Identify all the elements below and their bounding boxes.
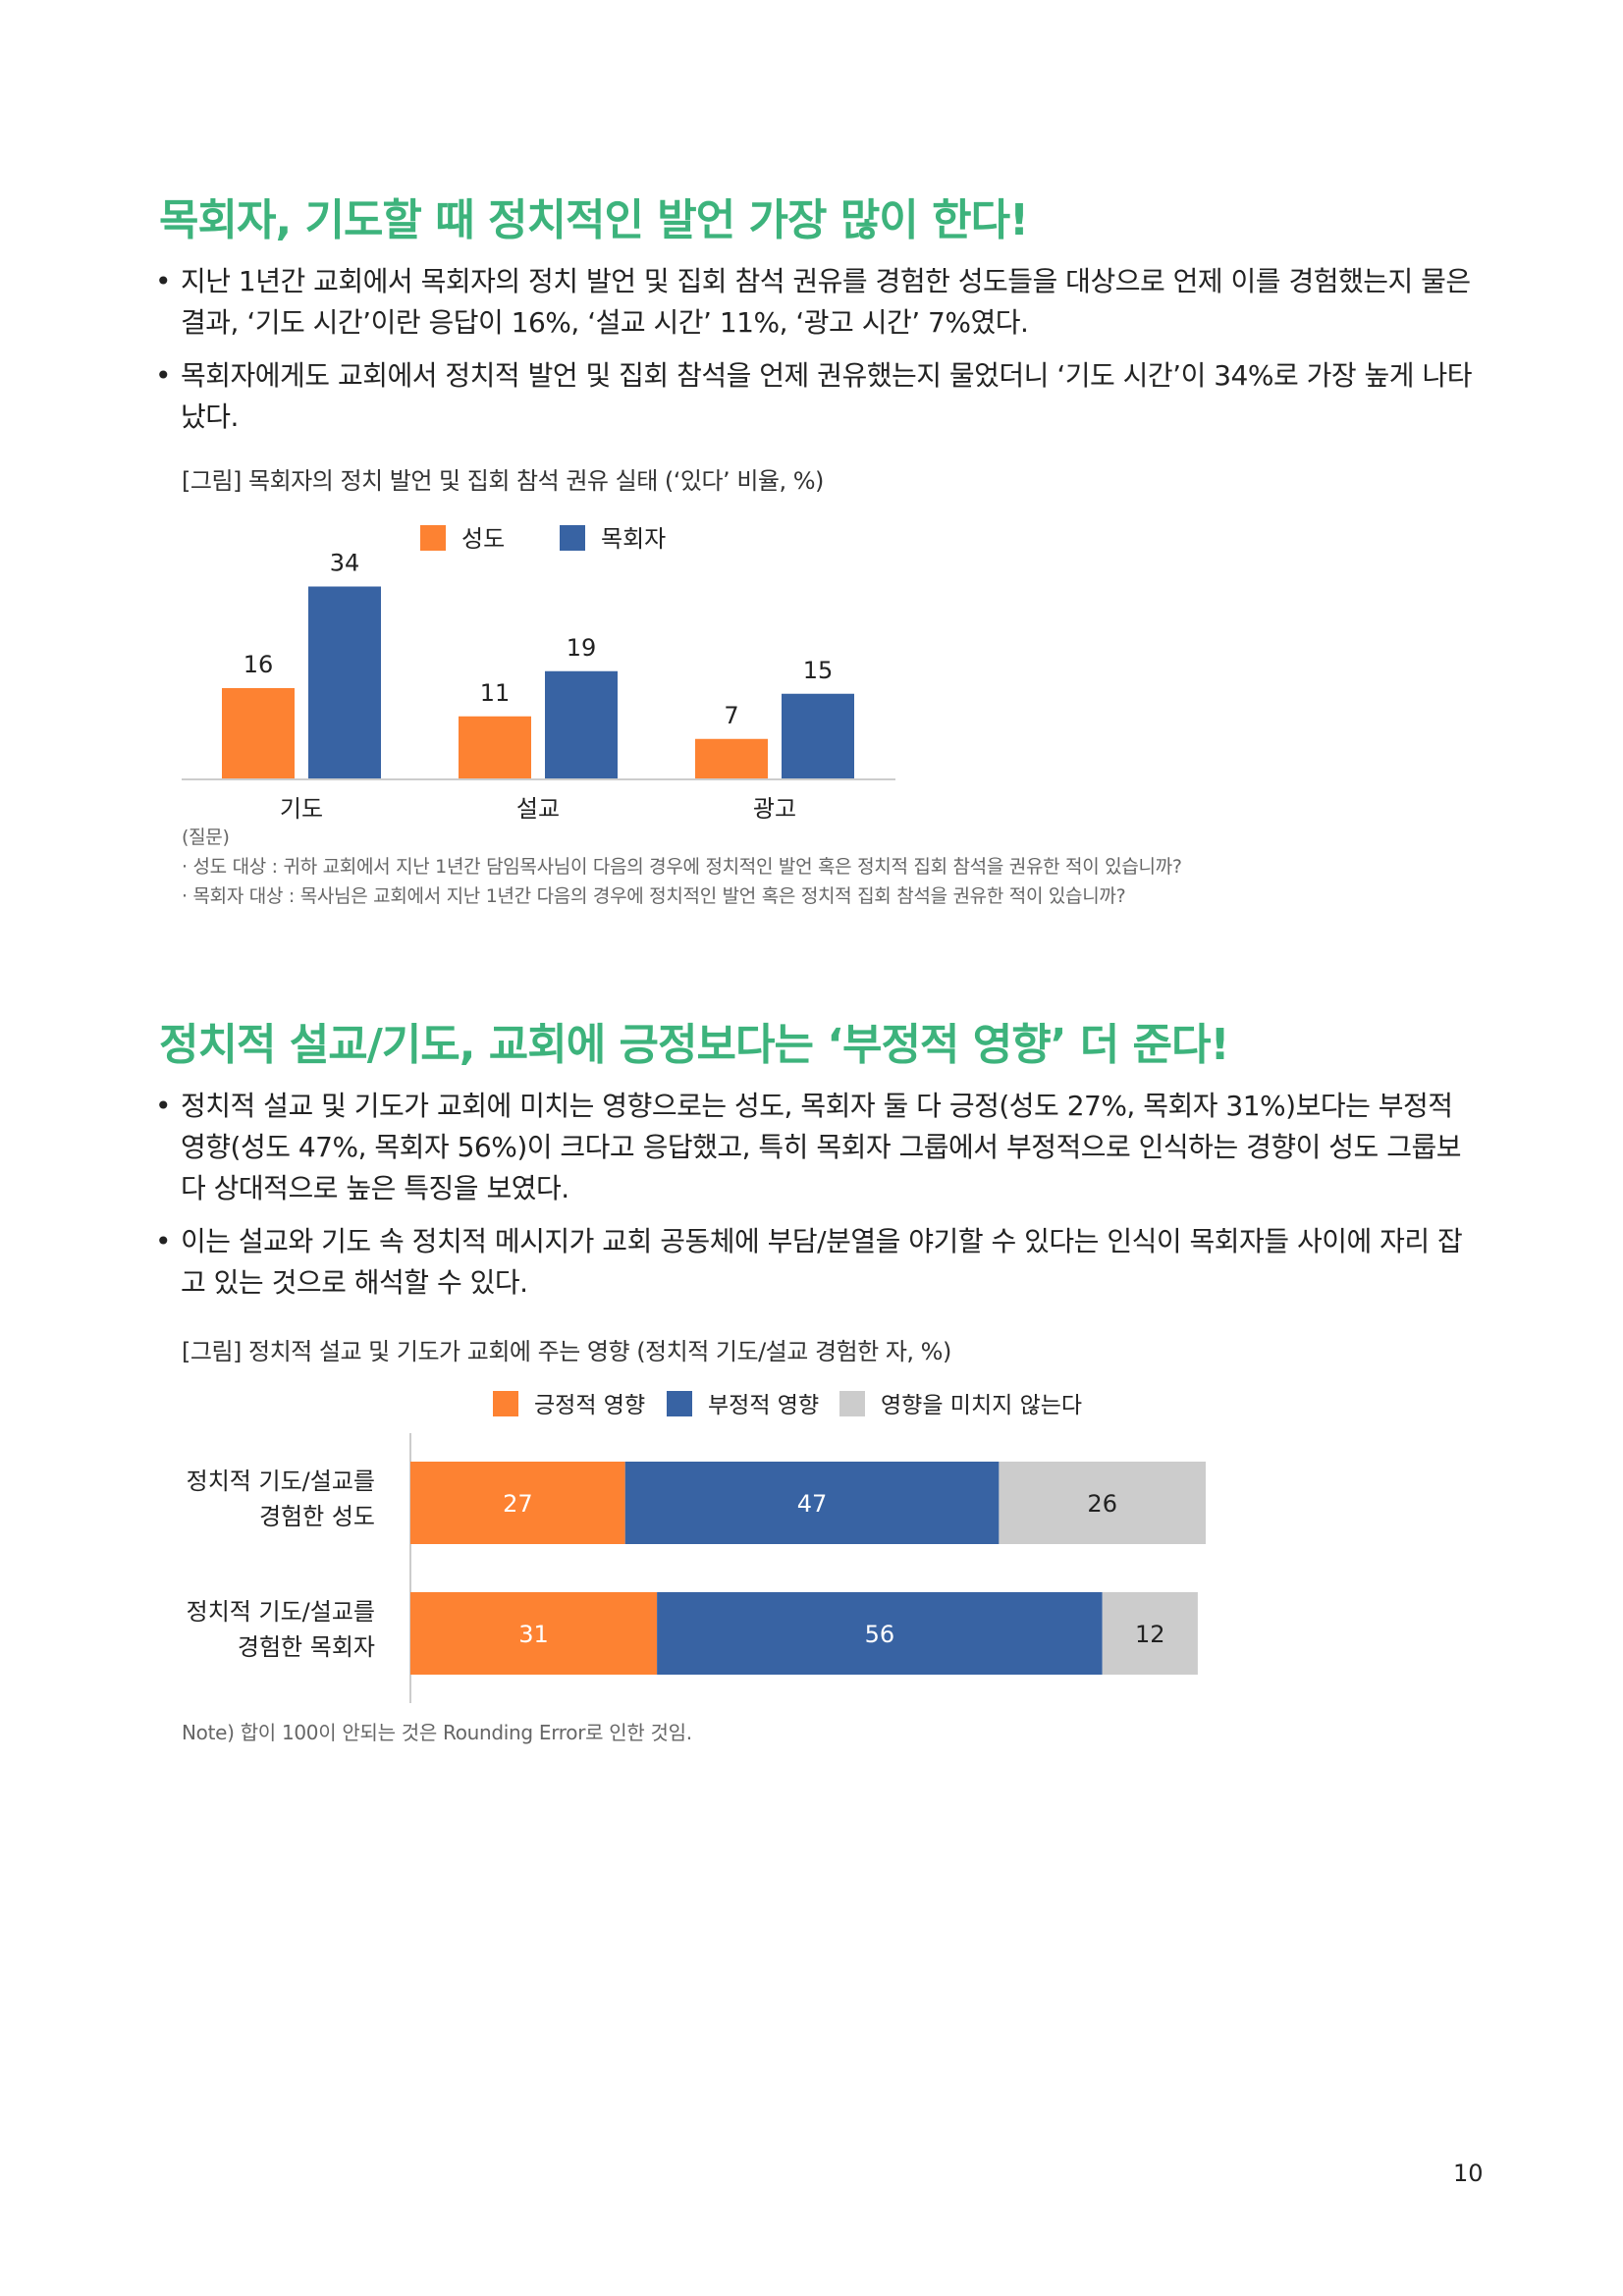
chart1-caption: [그림] 목회자의 정치 발언 및 집회 참석 권유 실태 (‘있다’ 비율, … [182,467,824,495]
x-tick-label-1: 기도 [280,795,323,823]
section1-bullet-1: 지난 1년간 교회에서 목회자의 정치 발언 및 집회 참석 권유를 경험한 성… [155,261,1481,344]
bar-1-1 [222,688,295,778]
legend-swatch-2 [667,1391,692,1416]
page-number: 10 [1453,2160,1484,2187]
y-tick-label-2-2: 경험한 목회자 [238,1633,375,1661]
data-label-2-2: 19 [567,634,597,662]
data-label-1-3: 26 [1087,1490,1117,1518]
data-label-3-2: 15 [803,657,834,684]
chart1-note-line-1: (질문) [182,827,230,848]
data-label-1-1: 27 [503,1490,533,1518]
section1-bullets: 지난 1년간 교회에서 목회자의 정치 발언 및 집회 참석 권유를 경험한 성… [155,261,1481,450]
chart1: 성도 목회자 16 34 기도 11 19 설교 7 15 광고 [182,525,895,823]
data-label-1-1: 16 [243,651,274,678]
segment-1-3 [999,1462,1206,1544]
chart1-notes: (질문) · 성도 대상 : 귀하 교회에서 지난 1년간 담임목사님이 다음의 … [182,823,1182,911]
chart2-caption: [그림] 정치적 설교 및 기도가 교회에 주는 영향 (정치적 기도/설교 경… [182,1338,951,1365]
legend-label-3: 영향을 미치지 않는다 [881,1393,1082,1418]
legend-label-2: 목회자 [601,525,666,553]
bar-3-2 [782,693,854,778]
segment-1-2 [624,1462,1000,1544]
section1-title: 목회자, 기도할 때 정치적인 발언 가장 많이 한다! [159,195,1029,245]
data-label-2-3: 12 [1135,1621,1165,1648]
data-label-3-1: 7 [724,702,738,729]
legend-swatch-1 [420,525,446,551]
bar-2-1 [459,716,531,778]
section2-bullet-1: 정치적 설교 및 기도가 교회에 미치는 영향으로는 성도, 목회자 둘 다 긍… [155,1086,1481,1209]
data-label-1-2: 34 [330,550,360,577]
section2-bullet-2: 이는 설교와 기도 속 정치적 메시지가 교회 공동체에 부담/분열을 야기할 … [155,1221,1481,1304]
data-label-2-1: 31 [518,1621,549,1648]
segment-1-1 [410,1462,625,1544]
bar-1-2 [308,586,381,778]
y-tick-label-1-2: 경험한 성도 [259,1503,375,1530]
section1-bullet-2: 목회자에게도 교회에서 정치적 발언 및 집회 참석을 언제 권유했는지 물었더… [155,355,1481,438]
legend-swatch-1 [493,1391,518,1416]
data-label-2-1: 11 [480,679,511,707]
data-label-1-2: 47 [797,1490,828,1518]
legend-label-1: 긍정적 영향 [534,1393,645,1418]
section2-title: 정치적 설교/기도, 교회에 긍정보다는 ‘부정적 영향’ 더 준다! [159,1020,1230,1070]
y-tick-label-1-1: 정치적 기도/설교를 [187,1468,375,1495]
chart1-note-line-3: · 목회자 대상 : 목사님은 교회에서 지난 1년간 다음의 경우에 정치적인… [182,885,1126,907]
segment-2-1 [410,1592,658,1675]
chart2-note: Note) 합이 100이 안되는 것은 Rounding Error로 인한 … [182,1721,692,1744]
legend-swatch-3 [839,1391,865,1416]
data-label-2-2: 56 [865,1621,895,1648]
legend-label-1: 성도 [461,525,505,553]
legend-label-2: 부정적 영향 [708,1393,819,1418]
segment-2-3 [1102,1592,1198,1675]
x-tick-label-3: 광고 [753,795,796,823]
x-tick-label-2: 설교 [516,795,560,823]
legend-swatch-2 [560,525,585,551]
y-tick-label-2-1: 정치적 기도/설교를 [187,1598,375,1626]
bar-2-2 [545,670,618,778]
segment-2-2 [657,1592,1103,1675]
bar-3-1 [695,738,768,778]
chart1-note-line-2: · 성도 대상 : 귀하 교회에서 지난 1년간 담임목사님이 다음의 경우에 … [182,856,1182,878]
section2-bullets: 정치적 설교 및 기도가 교회에 미치는 영향으로는 성도, 목회자 둘 다 긍… [155,1086,1481,1315]
